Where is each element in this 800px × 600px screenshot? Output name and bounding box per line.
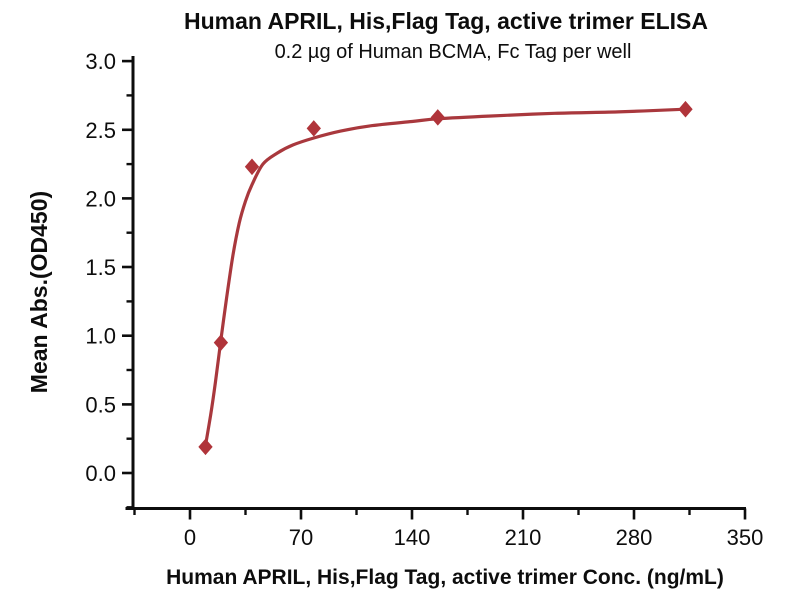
y-tick-label: 1.5 [85, 255, 116, 280]
data-point-marker [430, 109, 445, 126]
x-tick-label: 140 [394, 525, 431, 550]
fit-curve-line [203, 107, 688, 448]
x-tick-label: 0 [184, 525, 196, 550]
data-point-marker [244, 158, 260, 176]
data-point-marker [678, 100, 693, 118]
x-axis-title: Human APRIL, His,Flag Tag, active trimer… [166, 566, 724, 589]
x-tick-label: 350 [727, 525, 764, 550]
plot-area: 0 70 140 210 280 350 0.0 0.5 1.0 1.5 2.0 2.5 3.0 [85, 49, 763, 550]
y-tick-label: 3.0 [85, 49, 116, 74]
y-axis-title: Mean Abs.(OD450) [26, 191, 52, 393]
x-tick-label: 210 [505, 525, 542, 550]
y-tick-label: 0.0 [85, 461, 116, 486]
x-tick-label: 70 [289, 525, 313, 550]
chart-title: Human APRIL, His,Flag Tag, active trimer… [184, 8, 708, 34]
y-tick-label: 1.0 [85, 324, 116, 349]
y-tick-label: 2.5 [85, 118, 116, 143]
y-tick-label: 0.5 [85, 392, 116, 417]
data-point-marker [306, 120, 321, 137]
data-point-marker [198, 438, 213, 456]
data-point-marker [213, 334, 229, 351]
x-tick-label: 280 [616, 525, 653, 550]
y-tick-label: 2.0 [85, 186, 116, 211]
chart-subtitle: 0.2 µg of Human BCMA, Fc Tag per well [275, 41, 632, 63]
